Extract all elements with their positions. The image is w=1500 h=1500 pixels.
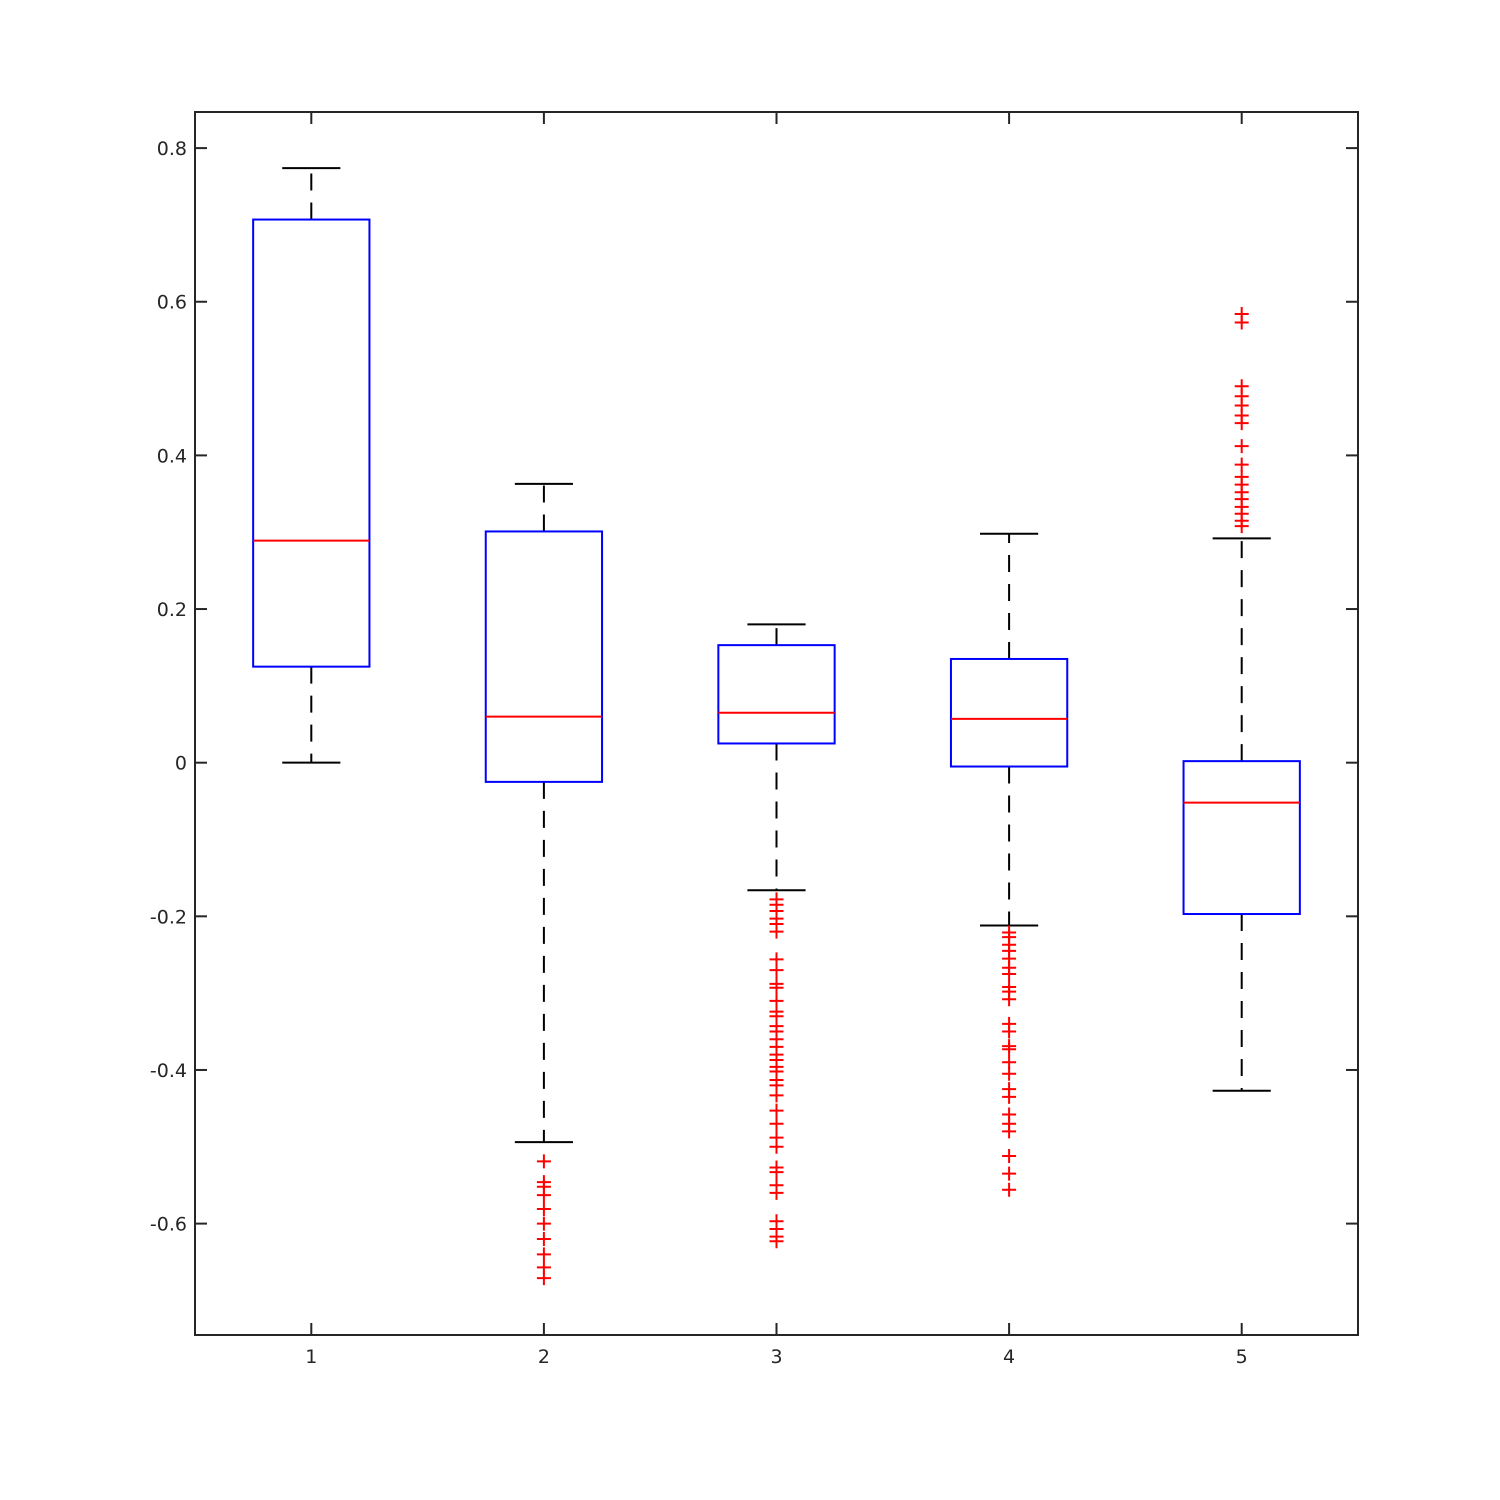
y-tick-label: -0.2: [150, 906, 187, 928]
outlier-marker: [536, 1231, 551, 1246]
outlier-marker: [769, 1139, 784, 1154]
outlier-marker: [1002, 966, 1017, 981]
y-tick-label: -0.4: [150, 1060, 187, 1082]
x-tick-label: 2: [538, 1346, 550, 1368]
outlier-marker: [1002, 1182, 1017, 1197]
y-tick-label: 0.6: [157, 292, 187, 314]
outlier-marker: [536, 1216, 551, 1231]
outlier-marker: [769, 1088, 784, 1103]
x-tick-label: 5: [1236, 1346, 1248, 1368]
outlier-marker: [1234, 379, 1249, 394]
outlier-marker: [1002, 1066, 1017, 1081]
axes-frame: [194, 111, 1359, 1336]
box: [252, 218, 371, 668]
outlier-marker: [1002, 1166, 1017, 1181]
outlier-marker: [536, 1271, 551, 1286]
box: [1182, 760, 1301, 916]
outlier-marker: [769, 1103, 784, 1118]
outlier-marker: [769, 963, 784, 978]
outlier-marker: [1234, 469, 1249, 484]
outlier-marker: [1002, 1024, 1017, 1039]
box-group-4: [949, 532, 1069, 1197]
plot-area: [252, 167, 1301, 1286]
y-tick-label: 0.2: [157, 599, 187, 621]
outlier-marker: [536, 1154, 551, 1169]
box-group-1: [252, 167, 371, 764]
outlier-marker: [769, 980, 784, 995]
outlier-marker: [769, 1234, 784, 1249]
y-axis-ticks: -0.6 -0.4 -0.2 0 0.2 0.4 0.6 0.8: [150, 138, 1358, 1236]
outlier-marker: [769, 1185, 784, 1200]
box: [717, 644, 836, 745]
outlier-marker: [536, 1247, 551, 1262]
outlier-marker: [1002, 992, 1017, 1007]
x-axis-ticks: 1 2 3 4 5: [305, 112, 1248, 1368]
x-tick-label: 3: [770, 1346, 782, 1368]
y-tick-label: 0.4: [157, 445, 187, 467]
outlier-marker: [769, 1116, 784, 1131]
outlier-marker: [536, 1188, 551, 1203]
outlier-marker: [1234, 307, 1249, 322]
y-tick-label: -0.6: [150, 1214, 187, 1236]
y-tick-label: 0: [175, 753, 187, 775]
outlier-marker: [1002, 1124, 1017, 1139]
outlier-marker: [1002, 1149, 1017, 1164]
y-tick-label: 0.8: [157, 138, 187, 160]
outlier-marker: [1002, 1089, 1017, 1104]
box-group-3: [717, 623, 836, 1249]
outlier-marker: [1234, 457, 1249, 472]
outlier-marker: [1002, 1042, 1017, 1057]
box-group-2: [484, 482, 604, 1286]
x-tick-label: 4: [1003, 1346, 1015, 1368]
box-group-5: [1182, 307, 1301, 1092]
outlier-marker: [536, 1202, 551, 1217]
outlier-marker: [1234, 439, 1249, 454]
box: [484, 530, 604, 783]
outlier-marker: [769, 1165, 784, 1180]
outlier-marker: [769, 924, 784, 939]
x-tick-label: 1: [305, 1346, 317, 1368]
box: [949, 657, 1069, 768]
